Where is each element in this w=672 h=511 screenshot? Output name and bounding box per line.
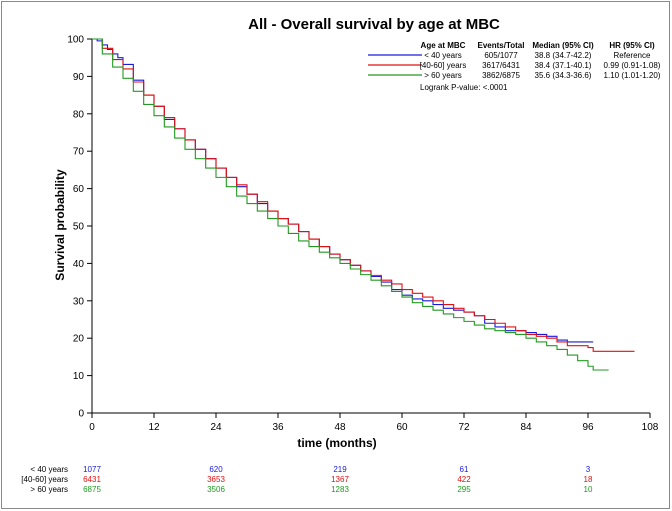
x-tick-label: 24 [210, 422, 222, 433]
legend-label: [40-60] years [420, 61, 467, 70]
x-tick-label: 12 [148, 422, 160, 433]
legend-header: Age at MBC [421, 41, 466, 50]
y-tick-label: 70 [73, 147, 85, 158]
risk-count: 61 [460, 465, 469, 474]
risk-count: 1077 [83, 465, 101, 474]
legend-median: 38.4 (37.1-40.1) [535, 61, 592, 70]
x-tick-label: 108 [642, 422, 659, 433]
risk-count: 1367 [331, 475, 349, 484]
legend-header: HR (95% CI) [609, 41, 655, 50]
y-tick-label: 90 [73, 72, 85, 83]
risk-count: 10 [584, 485, 593, 494]
axes: 0 10 20 30 40 50 60 70 80 90 100 0 12 24 36 48 60 72 84 96 1… [67, 35, 658, 434]
risk-row-label: [40-60] years [21, 475, 68, 484]
x-tick-label: 48 [334, 422, 346, 433]
risk-count: 295 [457, 485, 471, 494]
risk-count: 3 [586, 465, 591, 474]
x-axis-label: time (months) [297, 436, 376, 450]
series-line-2 [92, 38, 609, 371]
risk-table: < 40 years 1077 620 219 61 3 [40-60] years 6431… [21, 465, 593, 494]
risk-row-label: < 40 years [30, 465, 68, 474]
x-tick-label: 0 [89, 422, 95, 433]
risk-count: 219 [333, 465, 347, 474]
x-tick-label: 36 [272, 422, 284, 433]
legend-label: < 40 years [424, 51, 462, 60]
legend-median: 38.8 (34.7-42.2) [535, 51, 592, 60]
legend-events: 605/1077 [484, 51, 518, 60]
y-tick-label: 60 [73, 184, 85, 195]
legend-median: 35.6 (34.3-36.6) [535, 71, 592, 80]
y-axis-label: Survival probability [53, 169, 67, 281]
legend-header: Median (95% CI) [532, 41, 594, 50]
risk-count: 18 [584, 475, 593, 484]
y-tick-label: 40 [73, 259, 85, 270]
chart-title: All - Overall survival by age at MBC [248, 16, 500, 33]
legend-logrank: Logrank P-value: <.0001 [420, 83, 508, 92]
series-lines [92, 38, 635, 371]
risk-count: 3653 [207, 475, 225, 484]
y-tick-label: 30 [73, 296, 85, 307]
y-tick-label: 10 [73, 371, 85, 382]
legend-events: 3862/6875 [482, 71, 520, 80]
risk-count: 620 [209, 465, 223, 474]
risk-count: 6431 [83, 475, 101, 484]
risk-row-label: > 60 years [30, 485, 68, 494]
risk-count: 422 [457, 475, 471, 484]
series-line-0 [92, 38, 594, 343]
legend-label: > 60 years [424, 71, 462, 80]
risk-count: 6875 [83, 485, 101, 494]
y-tick-label: 80 [73, 109, 85, 120]
x-tick-label: 84 [520, 422, 532, 433]
risk-count: 1283 [331, 485, 349, 494]
y-tick-label: 20 [73, 334, 85, 345]
risk-count: 3506 [207, 485, 225, 494]
x-tick-label: 72 [458, 422, 470, 433]
legend-hr: 1.10 (1.01-1.20) [604, 71, 661, 80]
y-tick-label: 0 [78, 409, 84, 420]
legend-events: 3617/6431 [482, 61, 520, 70]
legend-header: Events/Total [478, 41, 525, 50]
series-line-1 [92, 38, 635, 352]
legend-hr: 0.99 (0.91-1.08) [604, 61, 661, 70]
legend: Age at MBC Events/Total Median (95% CI) HR … [368, 41, 661, 92]
x-tick-label: 96 [582, 422, 594, 433]
legend-hr: Reference [614, 51, 651, 60]
y-tick-label: 100 [67, 35, 84, 46]
y-tick-label: 50 [73, 222, 85, 233]
x-tick-label: 60 [396, 422, 408, 433]
